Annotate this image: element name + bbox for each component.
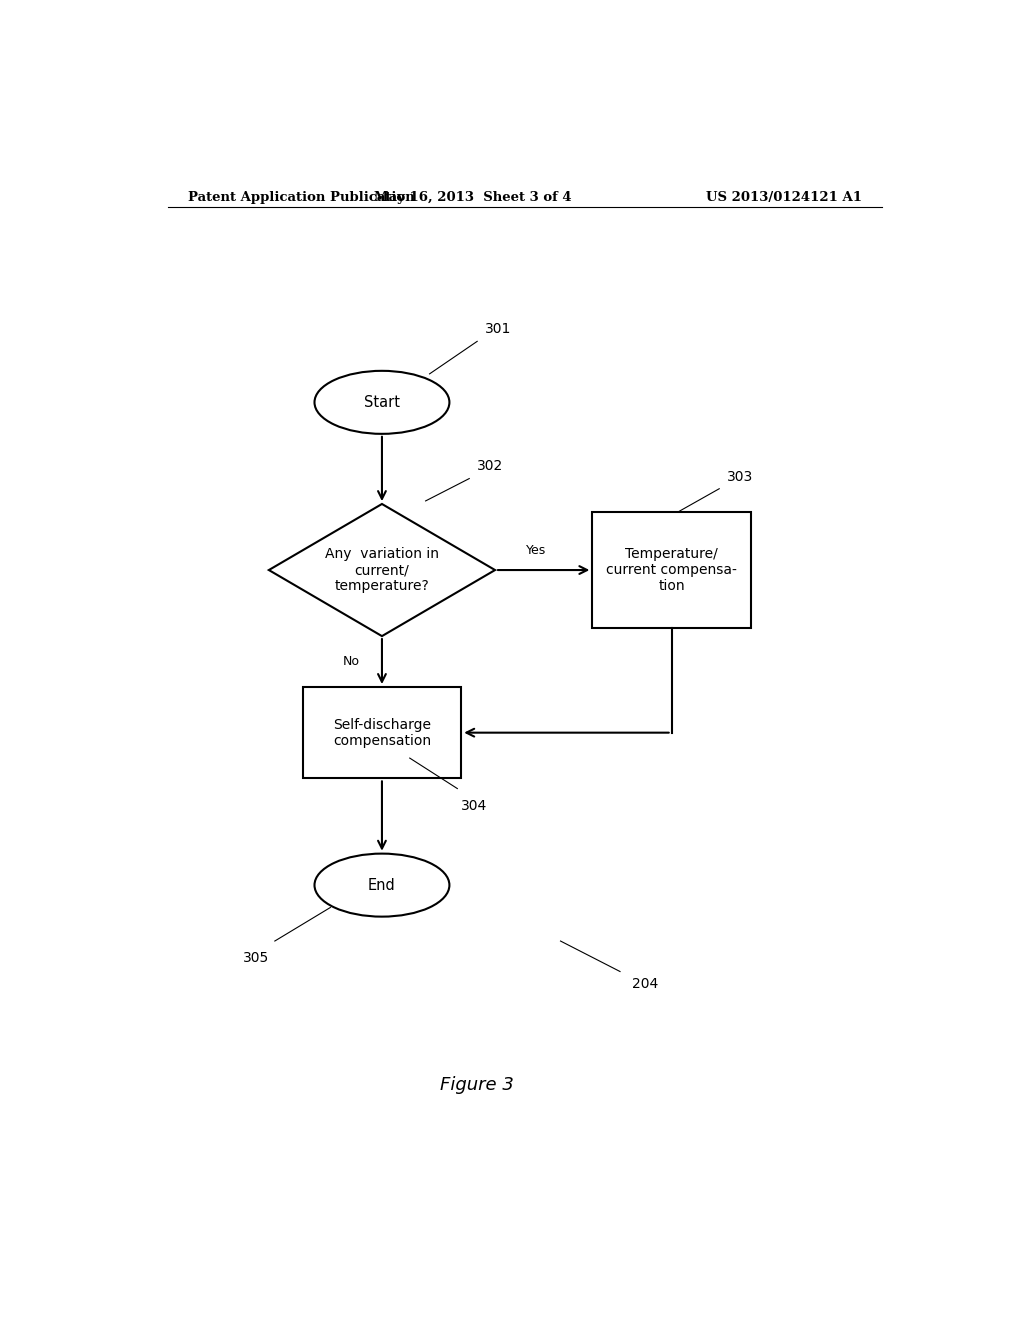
Text: Start: Start	[364, 395, 400, 409]
Text: 204: 204	[632, 977, 658, 990]
Text: Temperature/
current compensa-
tion: Temperature/ current compensa- tion	[606, 546, 737, 593]
Text: Any  variation in
current/
temperature?: Any variation in current/ temperature?	[325, 546, 439, 593]
Text: Patent Application Publication: Patent Application Publication	[187, 190, 415, 203]
Text: Yes: Yes	[525, 544, 546, 557]
Text: 304: 304	[462, 799, 487, 813]
Text: End: End	[368, 878, 396, 892]
Text: May 16, 2013  Sheet 3 of 4: May 16, 2013 Sheet 3 of 4	[375, 190, 572, 203]
Text: 303: 303	[727, 470, 754, 483]
Bar	[592, 512, 751, 628]
Text: 301: 301	[485, 322, 512, 337]
Bar	[303, 686, 461, 779]
Text: 305: 305	[243, 952, 269, 965]
Text: No: No	[343, 655, 359, 668]
Text: 302: 302	[477, 459, 504, 474]
Text: Figure 3: Figure 3	[440, 1076, 514, 1094]
Text: US 2013/0124121 A1: US 2013/0124121 A1	[707, 190, 862, 203]
Text: Self-discharge
compensation: Self-discharge compensation	[333, 718, 431, 747]
